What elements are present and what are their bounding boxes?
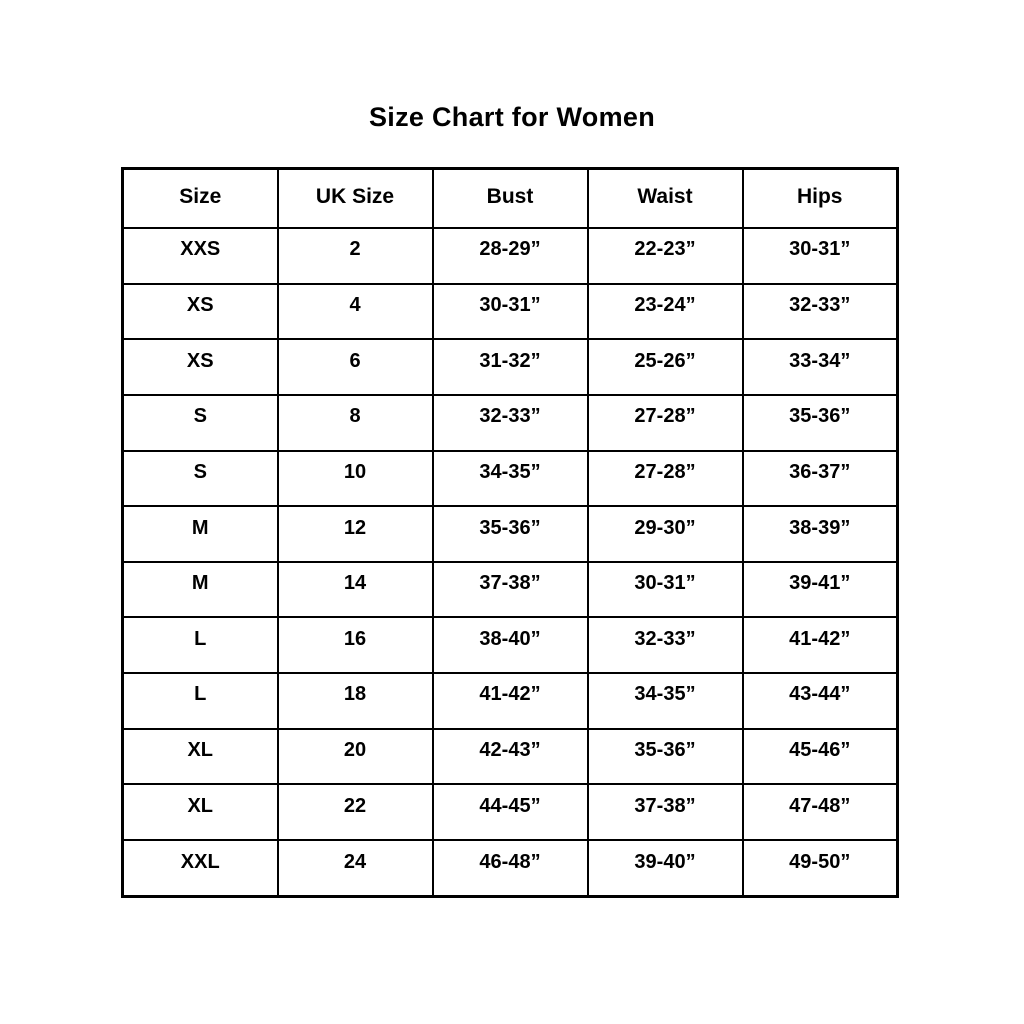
table-cell: 30-31” <box>741 227 899 285</box>
table-row: M 12 35-36” 29-30” 38-39” <box>121 505 899 563</box>
table-row: S 10 34-35” 27-28” 36-37” <box>121 449 899 508</box>
table-cell: 34-35” <box>586 672 744 730</box>
table-header-row: Size UK Size Bust Waist Hips <box>121 167 899 229</box>
table-cell: 36-37” <box>741 449 899 508</box>
table-cell: 34-35” <box>431 449 589 508</box>
table-cell: 27-28” <box>586 449 744 508</box>
table-cell: L <box>121 616 279 675</box>
column-header: Hips <box>741 167 899 229</box>
table-cell: 25-26” <box>586 338 744 396</box>
column-header: UK Size <box>276 167 434 229</box>
table-cell: 20 <box>276 727 434 786</box>
table-cell: 29-30” <box>586 505 744 563</box>
table-cell: 32-33” <box>586 616 744 675</box>
table-cell: 37-38” <box>431 560 589 619</box>
table-row: XXS 2 28-29” 22-23” 30-31” <box>121 227 899 285</box>
table-cell: 41-42” <box>741 616 899 675</box>
table-cell: 32-33” <box>741 282 899 341</box>
table-cell: 39-41” <box>741 560 899 619</box>
table-cell: 43-44” <box>741 672 899 730</box>
table-body: XXS 2 28-29” 22-23” 30-31” XS 4 30-31” 23-24” 32-… <box>121 227 899 898</box>
table-row: S 8 32-33” 27-28” 35-36” <box>121 393 899 452</box>
table-cell: 18 <box>276 672 434 730</box>
table-cell: 22 <box>276 783 434 842</box>
table-cell: 2 <box>276 227 434 285</box>
column-header: Bust <box>431 167 589 229</box>
table-cell: 14 <box>276 560 434 619</box>
table-cell: 12 <box>276 505 434 563</box>
table-row: XS 4 30-31” 23-24” 32-33” <box>121 282 899 341</box>
table-cell: XL <box>121 783 279 842</box>
table-cell: 38-40” <box>431 616 589 675</box>
table-cell: 4 <box>276 282 434 341</box>
table-cell: 27-28” <box>586 393 744 452</box>
table-header: Size UK Size Bust Waist Hips <box>121 167 899 229</box>
table-cell: L <box>121 672 279 730</box>
table-cell: 47-48” <box>741 783 899 842</box>
table-row: XL 22 44-45” 37-38” 47-48” <box>121 783 899 842</box>
table-cell: 30-31” <box>586 560 744 619</box>
table-cell: S <box>121 393 279 452</box>
table-cell: 24 <box>276 839 434 898</box>
table-cell: 10 <box>276 449 434 508</box>
table-cell: 37-38” <box>586 783 744 842</box>
table-cell: 8 <box>276 393 434 452</box>
table-row: XS 6 31-32” 25-26” 33-34” <box>121 338 899 396</box>
table-cell: 45-46” <box>741 727 899 786</box>
column-header: Size <box>121 167 279 229</box>
table-cell: 42-43” <box>431 727 589 786</box>
table-cell: 35-36” <box>431 505 589 563</box>
table-cell: S <box>121 449 279 508</box>
table-cell: 39-40” <box>586 839 744 898</box>
table-cell: XS <box>121 282 279 341</box>
table-cell: 33-34” <box>741 338 899 396</box>
table-cell: 38-39” <box>741 505 899 563</box>
table-cell: XXS <box>121 227 279 285</box>
table-cell: 32-33” <box>431 393 589 452</box>
table-cell: 28-29” <box>431 227 589 285</box>
table-cell: 30-31” <box>431 282 589 341</box>
table-cell: M <box>121 560 279 619</box>
table-cell: 35-36” <box>741 393 899 452</box>
table-row: L 16 38-40” 32-33” 41-42” <box>121 616 899 675</box>
table-cell: 46-48” <box>431 839 589 898</box>
table-cell: XL <box>121 727 279 786</box>
table-cell: 35-36” <box>586 727 744 786</box>
table-row: L 18 41-42” 34-35” 43-44” <box>121 672 899 730</box>
table-cell: 41-42” <box>431 672 589 730</box>
table-cell: 22-23” <box>586 227 744 285</box>
table-cell: 16 <box>276 616 434 675</box>
table-cell: 44-45” <box>431 783 589 842</box>
size-chart-table: Size UK Size Bust Waist Hips XXS 2 28-29” 22-23… <box>121 167 899 898</box>
table-cell: XS <box>121 338 279 396</box>
table-cell: 23-24” <box>586 282 744 341</box>
table-row: XXL 24 46-48” 39-40” 49-50” <box>121 839 899 898</box>
page-title: Size Chart for Women <box>368 102 656 132</box>
table-cell: 31-32” <box>431 338 589 396</box>
table-row: XL 20 42-43” 35-36” 45-46” <box>121 727 899 786</box>
table-cell: 6 <box>276 338 434 396</box>
table-cell: XXL <box>121 839 279 898</box>
column-header: Waist <box>586 167 744 229</box>
table-cell: M <box>121 505 279 563</box>
table-cell: 49-50” <box>741 839 899 898</box>
table-row: M 14 37-38” 30-31” 39-41” <box>121 560 899 619</box>
